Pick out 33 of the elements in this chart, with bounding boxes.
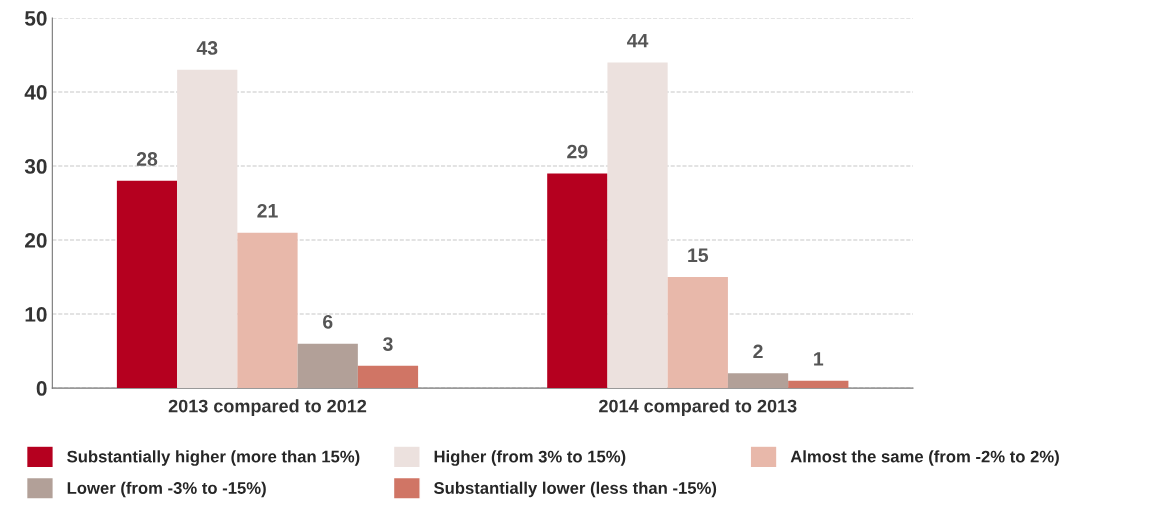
data-label: 44 (627, 33, 649, 48)
bar (727, 373, 789, 389)
data-label: 28 (136, 152, 158, 166)
legend-label: Almost the same (from -2% to 2%) (790, 450, 1059, 466)
data-label: 15 (688, 248, 709, 263)
legend-label: Substantially higher (more than 15%) (67, 450, 360, 466)
bar (667, 277, 728, 389)
y-tick-label: 10 (25, 307, 47, 322)
bar (116, 180, 178, 389)
bar (607, 62, 668, 389)
legend-label: Lower (from -3% to -15%) (67, 481, 266, 498)
y-tick-label: 30 (24, 159, 47, 174)
y-tick-label: 40 (24, 85, 47, 100)
bar (788, 380, 849, 389)
bar (237, 232, 298, 389)
bar (357, 365, 419, 389)
x-tick-label: 2014 compared to 2013 (599, 399, 797, 417)
x-tick-label: 2013 compared to 2012 (168, 399, 367, 417)
bar (547, 173, 608, 389)
data-label: 1 (814, 352, 824, 366)
bar (297, 343, 358, 389)
legend-label: Higher (from 3% to 15%) (434, 450, 626, 466)
data-label: 3 (383, 337, 393, 351)
data-label: 29 (567, 144, 588, 159)
y-tick-label: 0 (36, 381, 47, 396)
y-tick-label: 20 (25, 233, 47, 248)
data-label: 21 (257, 203, 278, 218)
legend-label: Substantially lower (less than -15%) (433, 481, 717, 498)
data-label: 43 (196, 41, 218, 55)
data-label: 6 (323, 314, 333, 329)
data-label: 2 (753, 344, 763, 359)
bar (177, 69, 238, 389)
y-tick-label: 50 (24, 10, 47, 26)
